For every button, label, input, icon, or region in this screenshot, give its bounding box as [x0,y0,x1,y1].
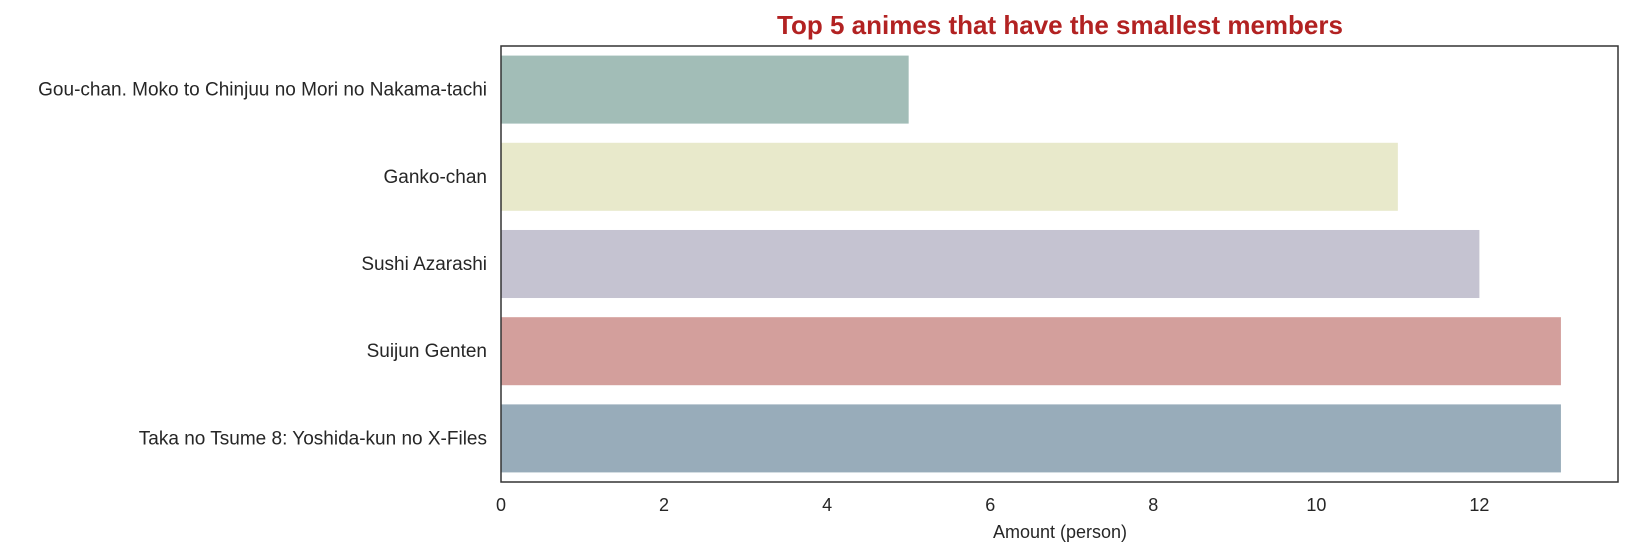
y-tick-label: Sushi Azarashi [361,254,487,275]
x-tick-label: 12 [1469,495,1489,515]
bar-4 [501,317,1561,386]
x-tick-label: 10 [1306,495,1326,515]
x-axis-label: Amount (person) [993,522,1127,542]
x-tick-labels: 0 2 4 6 8 10 12 [496,495,1489,515]
bar-2 [501,142,1398,211]
plot-frame [500,45,1619,483]
x-tick-label: 8 [1148,495,1158,515]
bar-1 [501,55,909,124]
y-tick-labels: Gou-chan. Moko to Chinjuu no Mori no Nak… [38,80,487,450]
x-tick-label: 2 [659,495,669,515]
chart-title: Top 5 animes that have the smallest memb… [777,10,1343,40]
y-tick-label: Taka no Tsume 8: Yoshida-kun no X-Files [139,428,487,449]
bar-3 [501,229,1480,299]
x-tick-label: 6 [985,495,995,515]
y-tick-label: Suijun Genten [367,341,487,362]
x-tick-label: 4 [822,495,832,515]
y-tick-label: Ganko-chan [383,167,487,188]
bar-5 [501,404,1561,473]
bars-group [501,55,1561,473]
y-tick-label: Gou-chan. Moko to Chinjuu no Mori no Nak… [38,80,487,101]
x-tick-label: 0 [496,495,506,515]
